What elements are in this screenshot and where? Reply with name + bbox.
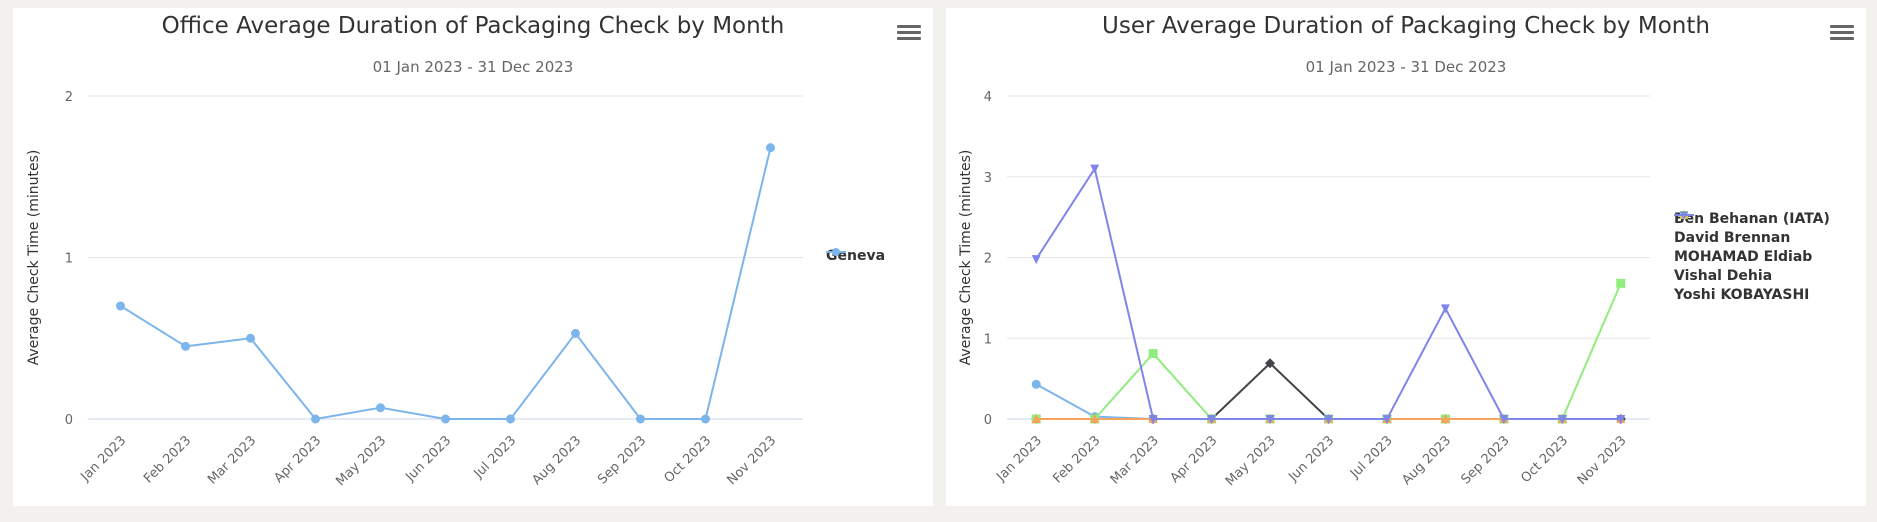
legend-label: MOHAMAD Eldiab <box>1674 248 1813 265</box>
legend-item[interactable]: Geneva <box>826 246 885 265</box>
y-tick-label: 2 <box>65 90 73 105</box>
data-point[interactable] <box>311 414 320 424</box>
series-line <box>119 147 772 420</box>
legend-item[interactable]: Ben Behanan (IATA) <box>1674 209 1830 228</box>
user-chart-plot: 0 1 2 3 4 Average Check Time (minutes) Jan 202… <box>958 90 1650 489</box>
legend-label: Yoshi KOBAYASHI <box>1674 286 1810 303</box>
x-tick-label: Sep 2023 <box>595 433 649 487</box>
data-point[interactable] <box>1031 414 1041 423</box>
y-tick-label: 1 <box>984 332 992 347</box>
data-point[interactable] <box>1207 415 1217 424</box>
legend-label: David Brennan <box>1674 229 1791 246</box>
y-tick-label: 1 <box>65 252 73 267</box>
legend-item[interactable]: Vishal Dehia <box>1674 210 1830 285</box>
series-line <box>1036 282 1622 420</box>
chart-subtitle: 01 Jan 2023 - 31 Dec 2023 <box>372 58 574 76</box>
chart-title: Office Average Duration of Packaging Che… <box>161 13 785 39</box>
x-tick-label: Apr 2023 <box>1168 433 1221 486</box>
hamburger-menu-icon[interactable] <box>1830 25 1854 45</box>
data-point[interactable] <box>1499 415 1509 424</box>
y-axis-label: Average Check Time (minutes) <box>26 150 42 366</box>
chart-legend: Geneva <box>826 246 885 265</box>
data-point[interactable] <box>1440 304 1450 314</box>
series-line <box>1035 167 1621 420</box>
legend-item[interactable]: David Brennan <box>1674 210 1830 247</box>
data-point[interactable] <box>1265 415 1275 424</box>
x-tick-label: Jun 2023 <box>1285 433 1337 485</box>
x-tick-label: Jul 2023 <box>1347 433 1396 482</box>
x-tick-label: Jan 2023 <box>78 433 130 485</box>
x-tick-label: Oct 2023 <box>1518 433 1571 486</box>
x-tick-label: Oct 2023 <box>662 433 715 486</box>
legend-item[interactable]: MOHAMAD Eldiab <box>1674 211 1830 266</box>
legend-label: Vishal Dehia <box>1674 267 1773 284</box>
data-point[interactable] <box>766 143 775 153</box>
legend-label: Ben Behanan (IATA) <box>1674 210 1830 227</box>
data-point[interactable] <box>1324 415 1333 424</box>
data-point[interactable] <box>1148 415 1158 424</box>
data-point[interactable] <box>441 414 450 424</box>
chart-title: User Average Duration of Packaging Check… <box>1102 13 1710 39</box>
x-tick-label: May 2023 <box>333 433 389 489</box>
y-tick-label: 0 <box>984 413 992 428</box>
data-point[interactable] <box>1148 349 1158 359</box>
office-chart-plot: 0 1 2 Average Check Time (minutes) Jan 2023 F… <box>26 90 803 489</box>
user-chart-panel: 0 1 2 3 4 Average Check Time (minutes) Jan 202… <box>946 8 1866 506</box>
data-point[interactable] <box>506 414 515 424</box>
data-point[interactable] <box>116 301 125 311</box>
data-point[interactable] <box>1382 415 1392 424</box>
data-point[interactable] <box>571 328 580 338</box>
x-tick-label: Aug 2023 <box>529 433 584 488</box>
series-line <box>1036 362 1621 420</box>
hamburger-menu-icon[interactable] <box>897 25 921 45</box>
x-tick-label: May 2023 <box>1223 433 1279 489</box>
legend-symbol <box>1674 211 1694 220</box>
chart-subtitle: 01 Jan 2023 - 31 Dec 2023 <box>1305 58 1507 76</box>
chart-legend: Ben Behanan (IATA) David Brennan MOHAMAD E… <box>1674 209 1830 304</box>
x-tick-label: Feb 2023 <box>1050 433 1103 486</box>
data-point[interactable] <box>636 414 645 424</box>
data-point[interactable] <box>181 341 190 351</box>
x-tick-label: Aug 2023 <box>1399 433 1454 488</box>
x-tick-label: Mar 2023 <box>1108 433 1162 487</box>
data-point[interactable] <box>1616 415 1626 424</box>
data-point[interactable] <box>376 403 385 413</box>
x-tick-label: Jul 2023 <box>471 433 520 482</box>
y-tick-label: 2 <box>984 252 992 267</box>
x-tick-label: Nov 2023 <box>1575 433 1630 488</box>
x-tick-label: Jun 2023 <box>402 433 454 485</box>
x-tick-label: Nov 2023 <box>724 433 779 488</box>
x-tick-label: Apr 2023 <box>271 433 324 486</box>
series-line <box>1035 383 1621 420</box>
x-tick-label: Mar 2023 <box>205 433 259 487</box>
data-point[interactable] <box>1031 255 1041 265</box>
data-point[interactable] <box>701 414 710 424</box>
data-point[interactable] <box>1265 358 1276 369</box>
data-point[interactable] <box>1090 414 1100 423</box>
y-tick-label: 0 <box>65 413 73 428</box>
y-tick-label: 3 <box>984 171 992 186</box>
y-tick-label: 4 <box>984 90 992 105</box>
x-tick-label: Feb 2023 <box>141 433 194 486</box>
data-point[interactable] <box>1557 415 1567 424</box>
data-point[interactable] <box>1031 379 1041 389</box>
legend-symbol <box>826 248 846 256</box>
x-tick-label: Jan 2023 <box>993 433 1045 485</box>
office-chart-panel: 0 1 2 Average Check Time (minutes) Jan 2023 F… <box>13 8 933 506</box>
y-axis-label: Average Check Time (minutes) <box>958 150 974 366</box>
data-point[interactable] <box>246 333 255 343</box>
legend-item[interactable]: Yoshi KOBAYASHI <box>1674 211 1830 304</box>
x-tick-label: Sep 2023 <box>1458 433 1512 487</box>
data-point[interactable] <box>1090 164 1100 174</box>
data-point[interactable] <box>1440 414 1450 423</box>
data-point[interactable] <box>1616 278 1626 288</box>
